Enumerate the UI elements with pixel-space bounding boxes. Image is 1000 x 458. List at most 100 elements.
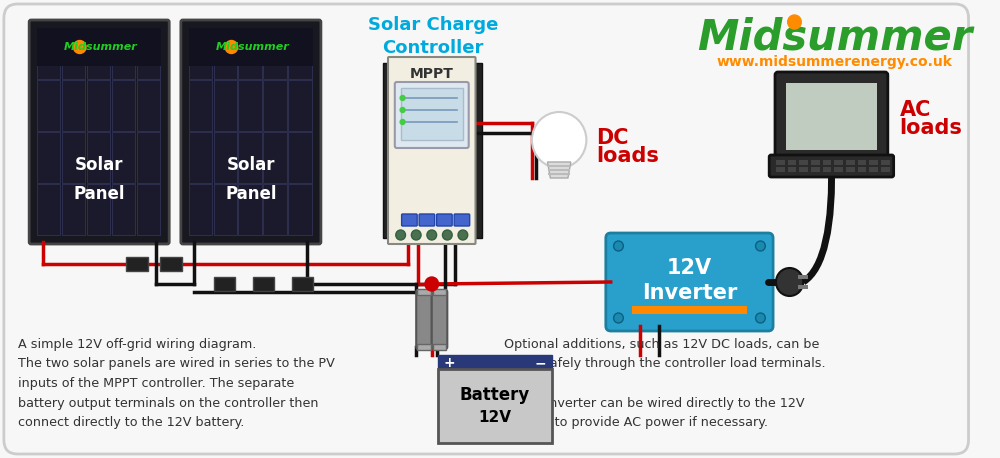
Bar (811, 167, 820, 172)
Bar (160, 257, 182, 271)
Bar (112, 80, 135, 131)
Bar (811, 160, 820, 165)
Text: Inverter: Inverter (642, 283, 737, 303)
Bar (263, 132, 287, 182)
Circle shape (400, 120, 405, 125)
FancyBboxPatch shape (29, 20, 169, 244)
FancyBboxPatch shape (454, 214, 470, 226)
FancyBboxPatch shape (621, 249, 758, 315)
Bar (869, 160, 878, 165)
Bar (87, 184, 110, 234)
Circle shape (73, 40, 86, 54)
Circle shape (225, 40, 238, 54)
Text: AC: AC (899, 100, 931, 120)
Bar (37, 28, 161, 66)
FancyBboxPatch shape (4, 4, 969, 454)
Circle shape (788, 15, 801, 29)
Bar (62, 184, 85, 234)
Bar (214, 132, 237, 182)
Bar (288, 184, 312, 234)
Bar (238, 28, 262, 78)
Bar (238, 80, 262, 131)
Circle shape (756, 241, 765, 251)
Bar (798, 275, 808, 279)
Bar (776, 160, 785, 165)
Bar (383, 63, 391, 238)
Text: Panel: Panel (73, 185, 125, 202)
Bar (126, 257, 148, 271)
Bar (137, 184, 160, 234)
Bar (788, 167, 796, 172)
Bar (834, 160, 843, 165)
Bar (137, 28, 160, 78)
Text: Battery: Battery (460, 386, 530, 404)
Bar (238, 184, 262, 234)
Bar (788, 160, 796, 165)
Bar (417, 344, 431, 350)
Bar (189, 132, 212, 182)
FancyBboxPatch shape (388, 57, 476, 244)
FancyBboxPatch shape (437, 214, 452, 226)
Text: Solar: Solar (227, 156, 275, 174)
Circle shape (427, 230, 437, 240)
Bar (112, 132, 135, 182)
Bar (292, 277, 313, 291)
Bar (112, 184, 135, 234)
Bar (799, 167, 808, 172)
Bar (62, 28, 85, 78)
Bar (137, 132, 160, 182)
Bar (87, 132, 110, 182)
Text: www.midsummerenergy.co.uk: www.midsummerenergy.co.uk (716, 55, 952, 69)
Bar (189, 28, 313, 66)
Bar (87, 28, 110, 78)
Bar (776, 167, 785, 172)
Text: 12V: 12V (667, 258, 712, 278)
Circle shape (532, 112, 586, 168)
Bar (881, 160, 890, 165)
Polygon shape (547, 162, 571, 178)
Bar (823, 160, 831, 165)
Bar (253, 277, 274, 291)
FancyBboxPatch shape (438, 369, 552, 443)
Text: Midsummer: Midsummer (697, 17, 972, 59)
FancyBboxPatch shape (395, 82, 469, 148)
Bar (87, 80, 110, 131)
Bar (214, 277, 235, 291)
Circle shape (458, 230, 468, 240)
Text: +: + (443, 356, 455, 370)
Bar (858, 167, 866, 172)
Circle shape (425, 277, 439, 291)
Bar (288, 28, 312, 78)
Bar (846, 167, 855, 172)
FancyBboxPatch shape (401, 88, 463, 140)
FancyBboxPatch shape (419, 214, 435, 226)
Circle shape (411, 230, 421, 240)
Bar (189, 80, 212, 131)
Bar (869, 167, 878, 172)
Bar (37, 28, 60, 78)
Bar (214, 80, 237, 131)
Circle shape (614, 313, 623, 323)
Bar (37, 184, 60, 234)
Bar (62, 132, 85, 182)
Bar (823, 167, 831, 172)
Bar (417, 289, 431, 295)
Circle shape (776, 268, 803, 296)
Circle shape (400, 96, 405, 100)
Bar (189, 28, 212, 78)
Text: −: − (535, 356, 546, 370)
Bar (433, 289, 446, 295)
Bar (112, 28, 135, 78)
Bar (238, 132, 262, 182)
Bar (37, 132, 60, 182)
Bar (263, 184, 287, 234)
Bar (263, 80, 287, 131)
Bar (881, 167, 890, 172)
Bar (137, 80, 160, 131)
Bar (263, 28, 287, 78)
Text: loads: loads (899, 118, 962, 138)
Bar (834, 167, 843, 172)
Bar (846, 160, 855, 165)
Bar (37, 80, 60, 131)
FancyBboxPatch shape (769, 155, 894, 177)
